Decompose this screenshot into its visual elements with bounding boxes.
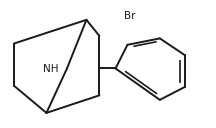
Text: NH: NH <box>43 64 58 74</box>
Text: Br: Br <box>124 11 136 21</box>
